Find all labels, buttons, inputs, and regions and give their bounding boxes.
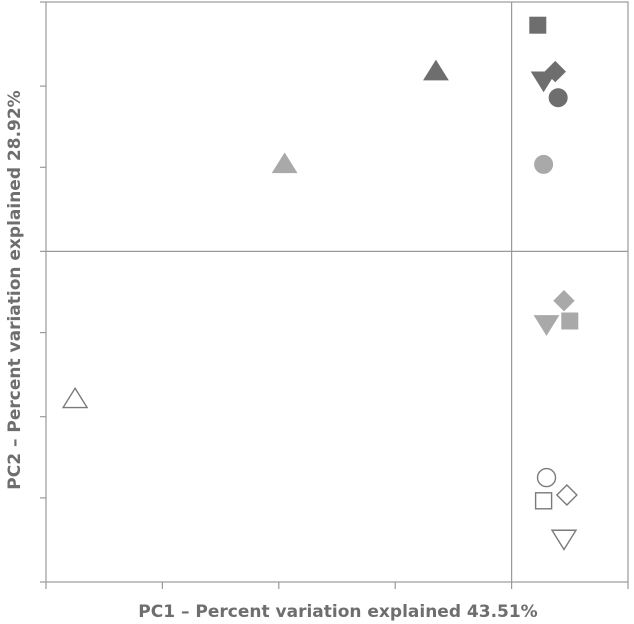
data-point-8-triangle-down <box>533 315 560 336</box>
data-point-11-circle <box>536 467 557 488</box>
data-point-12-square <box>534 492 553 510</box>
axis-ticks <box>40 1 629 589</box>
data-points <box>61 16 579 551</box>
data-point-3-circle <box>548 88 568 108</box>
plot-frame <box>45 1 629 583</box>
data-point-13-diamond <box>555 484 578 506</box>
y-axis-label: PC2 – Percent variation explained 28.92% <box>5 90 25 489</box>
data-point-10-triangle-up <box>61 386 89 409</box>
data-point-0-square <box>529 16 547 34</box>
data-point-6-circle <box>534 154 554 174</box>
data-point-7-diamond <box>553 289 575 312</box>
reference-lines <box>46 2 628 582</box>
plot-border <box>45 1 629 583</box>
data-point-9-square <box>561 312 579 330</box>
data-point-4-triangle-up <box>423 59 449 81</box>
data-point-14-triangle-down <box>550 529 578 551</box>
data-point-5-triangle-up <box>271 152 298 174</box>
data-point-2-triangle-down <box>530 71 557 93</box>
x-axis-label: PC1 – Percent variation explained 43.51% <box>138 602 537 622</box>
